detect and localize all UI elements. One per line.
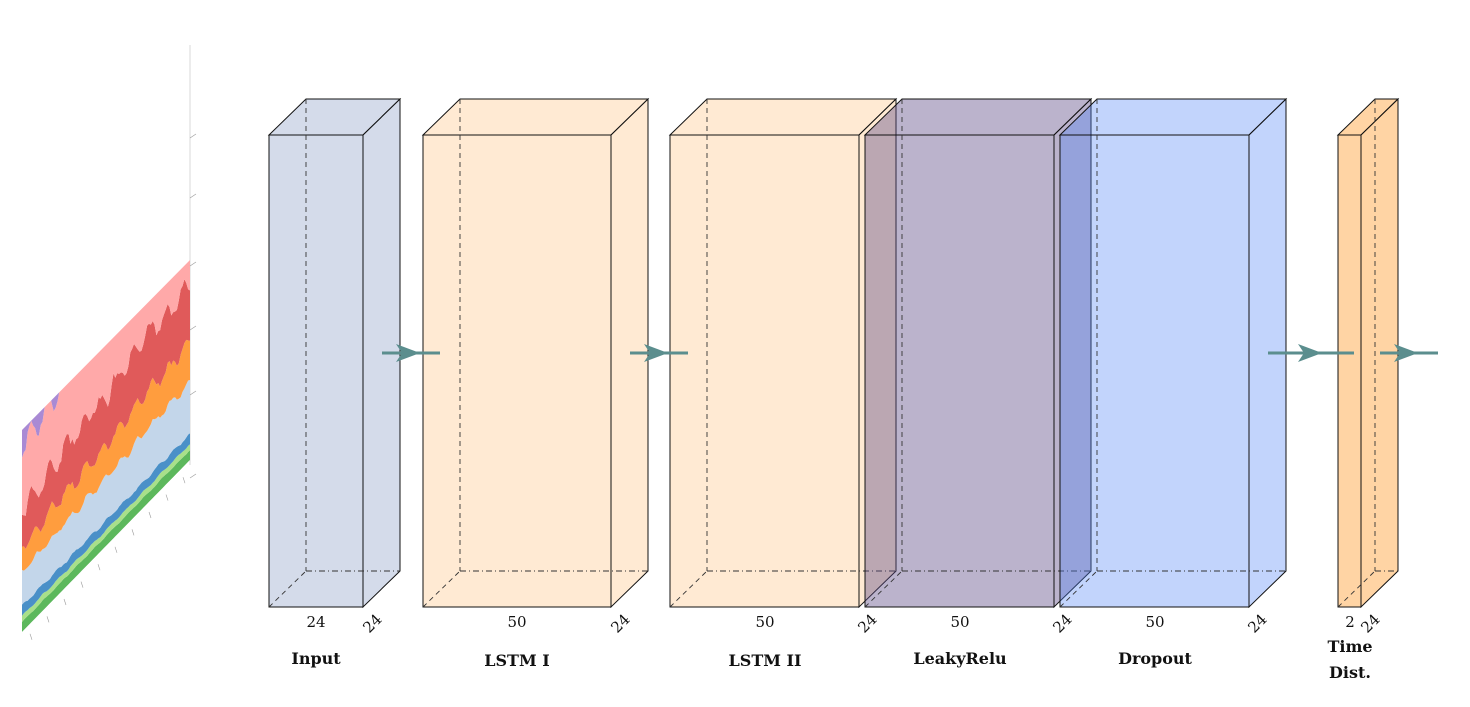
arrowhead-icon [1298, 344, 1322, 362]
thumbnail-tick [189, 325, 197, 331]
connection-arrows [382, 344, 1438, 362]
thumbnail-tick [189, 133, 197, 139]
layer-leakyrelu-depth-label: 24 [1049, 610, 1075, 636]
layer-lstm2-top [668, 98, 898, 136]
layer-leakyrelu-top [863, 98, 1093, 136]
input-data-thumbnail [22, 45, 197, 640]
stacked-area-band [22, 433, 190, 616]
thumbnail-tick [97, 564, 101, 571]
thumbnail-tick [182, 477, 186, 484]
layer-lstm1-face [422, 134, 612, 608]
stacked-area-band [22, 339, 190, 571]
layer-dropout-box: 50 24 Dropout [1058, 97, 1288, 668]
layer-leakyrelu-box: 50 24 LeakyRelu [863, 97, 1093, 668]
layer-dropout-face [1059, 134, 1250, 608]
layer-input-name: Input [291, 649, 341, 668]
layer-dropout-side [1248, 97, 1287, 609]
arrowhead-icon [396, 344, 420, 362]
layer-leakyrelu-side [1053, 97, 1092, 609]
layer-lstm2-side [858, 97, 897, 609]
thumbnail-tick [189, 390, 197, 396]
thumbnail-tick [131, 529, 135, 536]
thumbnail-tick [114, 546, 118, 553]
layer-lstm2-name: LSTM II [729, 651, 802, 670]
layer-timedist-name-line2: Dist. [1329, 663, 1371, 682]
layer-dropout-top [1058, 98, 1288, 136]
stacked-area-band [22, 380, 190, 605]
layer-lstm1-top [421, 98, 650, 136]
layer-lstm2-face [669, 134, 860, 608]
stacked-area-band [22, 450, 190, 632]
thumbnail-tick [46, 616, 50, 623]
layer-dropout-name: Dropout [1118, 649, 1192, 668]
arrowhead-icon [1394, 344, 1418, 362]
layer-input-depth-label: 24 [359, 610, 385, 636]
thumbnail-tick [148, 511, 152, 519]
layer-leakyrelu-name: LeakyRelu [913, 649, 1007, 668]
layer-input-box: 24 24 Input [267, 97, 402, 668]
thumbnail-tick [189, 261, 197, 267]
arrow-dropout-to-timedist [1268, 344, 1354, 362]
thumbnail-tick [189, 193, 197, 199]
layer-dropout-width-label: 50 [1145, 613, 1164, 631]
thumbnail-tick [29, 633, 33, 640]
layer-timedist-face [1337, 134, 1362, 608]
arrowhead-icon [644, 344, 668, 362]
thumbnail-tick [63, 598, 67, 606]
thumbnail-tick [80, 581, 84, 588]
thumbnail-tick [165, 494, 169, 501]
layer-timedist-name-line1: Time [1327, 637, 1372, 656]
stacked-area-layers [22, 260, 190, 632]
arrow-lstm1-to-lstm2 [630, 344, 688, 362]
layer-timedist-width-label: 2 [1345, 613, 1355, 631]
layer-lstm1-box: 50 24 LSTM I [421, 97, 650, 670]
layer-dropout-depth-label: 24 [1244, 610, 1270, 636]
arrow-input-to-lstm1 [382, 344, 440, 362]
layer-lstm2-box: 50 24 LSTM II [668, 97, 898, 670]
layer-input-face [268, 134, 364, 608]
layer-timedist-depth-label: 24 [1357, 610, 1383, 636]
layer-lstm1-width-label: 50 [507, 613, 526, 631]
layer-lstm2-width-label: 50 [755, 613, 774, 631]
layer-lstm2-depth-label: 24 [854, 610, 880, 636]
layer-leakyrelu-face [864, 134, 1055, 608]
layer-input-width-label: 24 [306, 613, 325, 631]
stacked-area-band [22, 444, 190, 622]
layer-timedist-box: 2 24 Time Dist. [1327, 97, 1400, 682]
stacked-area-band [22, 279, 190, 549]
layer-lstm1-name: LSTM I [484, 651, 549, 670]
layer-leakyrelu-width-label: 50 [950, 613, 969, 631]
arrow-timedist-output [1380, 344, 1438, 362]
layer-lstm1-depth-label: 24 [607, 610, 633, 636]
thumbnail-tick-marks [29, 133, 197, 640]
thumbnail-tick [189, 473, 197, 479]
